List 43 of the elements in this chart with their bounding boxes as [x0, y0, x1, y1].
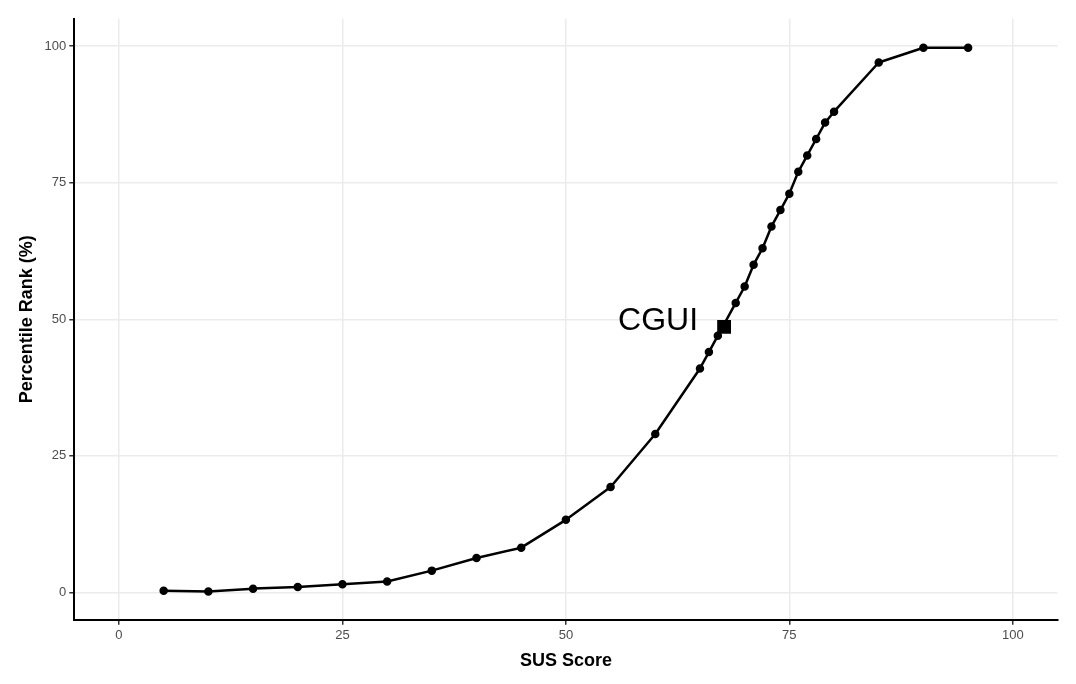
x-tick-label: 75	[782, 627, 797, 643]
point	[248, 584, 258, 593]
point	[382, 577, 392, 586]
point	[204, 587, 213, 596]
point	[606, 482, 615, 492]
point	[874, 58, 883, 67]
point	[293, 582, 302, 592]
x-tick-label: 100	[1001, 627, 1024, 643]
point	[713, 331, 723, 340]
point	[561, 515, 571, 525]
point	[794, 167, 803, 177]
point	[159, 586, 168, 596]
point	[740, 282, 749, 291]
point	[472, 553, 481, 563]
x-axis-title: SUS Score	[519, 650, 612, 671]
x-tick-label: 50	[558, 627, 574, 643]
point	[829, 107, 839, 116]
point	[695, 364, 705, 373]
y-tick-label: 100	[44, 37, 67, 53]
x-tick-label: 0	[115, 627, 123, 643]
y-tick-label: 50	[51, 310, 67, 326]
point	[651, 429, 660, 439]
point	[811, 134, 821, 144]
point	[802, 151, 812, 160]
point	[758, 244, 767, 253]
y-tick-label: 0	[59, 584, 67, 600]
y-axis-title: Percentile Rank (%)	[15, 235, 36, 404]
point	[919, 43, 928, 53]
point	[820, 118, 830, 127]
point	[963, 43, 973, 53]
point	[785, 189, 794, 198]
point	[338, 580, 347, 589]
x-tick-label: 25	[335, 627, 350, 643]
point	[767, 222, 776, 231]
point	[749, 260, 758, 269]
series-label: CGUI	[618, 300, 699, 337]
point	[704, 347, 714, 357]
point	[516, 543, 526, 552]
point	[731, 298, 740, 308]
y-tick-label: 75	[51, 174, 67, 190]
y-tick-label: 25	[51, 447, 67, 463]
point	[776, 205, 785, 215]
point	[427, 566, 437, 575]
